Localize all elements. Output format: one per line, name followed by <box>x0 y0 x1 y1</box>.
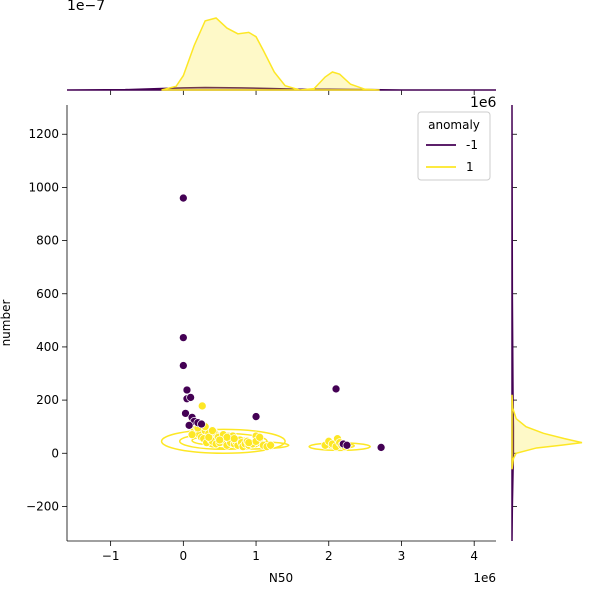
scatter-point <box>244 438 254 447</box>
top-kde-anomaly-1 <box>161 17 380 91</box>
right-kde-anomaly-neg1 <box>511 104 515 542</box>
scatter-point <box>182 385 192 395</box>
scatter-point <box>331 384 341 394</box>
x-tick-label: 3 <box>398 549 406 563</box>
legend-box <box>417 111 491 181</box>
y-tick-label: 400 <box>36 340 59 354</box>
x-tick-label: 2 <box>325 549 333 563</box>
scatter-point <box>229 434 239 443</box>
right-scale-label: 1e6 <box>470 95 497 111</box>
scatter-point <box>186 393 195 402</box>
x-tick-label: 1 <box>252 549 260 563</box>
scatter-point <box>376 443 386 452</box>
scatter-point <box>187 430 197 440</box>
points-anomaly-neg1 <box>178 193 386 452</box>
y-tick-label: 0 <box>51 446 59 460</box>
y-tick-label: 200 <box>36 393 59 407</box>
x-axis-label: N50 <box>269 571 293 585</box>
y-axis-label: number <box>0 300 13 347</box>
scatter-point <box>197 419 206 429</box>
scatter-point <box>197 401 207 411</box>
legend-title: anomaly <box>428 118 480 132</box>
scatter-point <box>208 426 217 436</box>
scatter-point <box>178 333 188 342</box>
scatter-point <box>222 432 232 442</box>
right-kde-anomaly-1 <box>511 394 583 470</box>
scatter-point <box>266 440 275 450</box>
y-tick-label: 1000 <box>28 180 59 194</box>
x-tick-label: 4 <box>470 549 478 563</box>
top-scale-label: 1e−7 <box>67 0 105 14</box>
y-tick-label: 800 <box>36 234 59 248</box>
scatter-point <box>342 440 352 450</box>
scatter-point <box>215 435 225 445</box>
legend-label-1: 1 <box>466 160 474 174</box>
scatter-point <box>178 193 188 203</box>
x-tick-label: 0 <box>180 549 188 563</box>
kde-contour <box>160 428 286 455</box>
legend-label-neg1: -1 <box>466 138 478 152</box>
main-axes: −1 0 1 2 3 4 −200 0 200 400 600 800 1000 1200 N50 nu… <box>0 105 496 585</box>
y-tick-label: 1200 <box>28 127 59 141</box>
scatter-point <box>184 421 194 430</box>
points-anomaly-1 <box>186 401 350 451</box>
y-tick-label: 600 <box>36 287 59 301</box>
top-marginal: 1e−7 <box>66 0 496 95</box>
scatter-point <box>204 432 214 442</box>
x-tick-label: −1 <box>102 549 120 563</box>
scatter-point <box>178 361 188 370</box>
legend: anomaly -1 1 <box>417 111 491 181</box>
scatter-point <box>181 409 190 418</box>
x-ticks: −1 0 1 2 3 4 <box>102 541 478 563</box>
right-marginal: 1e6 <box>470 95 583 542</box>
y-tick-label: −200 <box>26 499 59 513</box>
x-offset-label: 1e6 <box>473 571 496 585</box>
scatter-point <box>255 432 265 442</box>
y-ticks: −200 0 200 400 600 800 1000 1200 <box>26 127 67 513</box>
scatter-point <box>251 412 261 421</box>
